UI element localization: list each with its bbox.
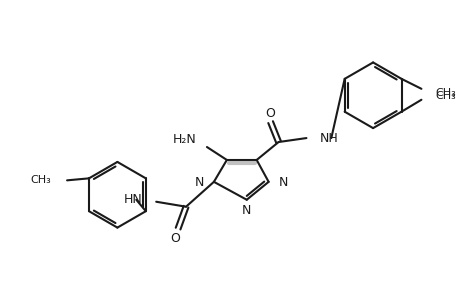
Text: H₂N: H₂N: [173, 133, 196, 146]
Text: HN: HN: [123, 193, 142, 206]
Text: O: O: [265, 107, 275, 120]
Text: O: O: [170, 232, 179, 245]
Text: NH: NH: [319, 132, 337, 145]
Text: CH₃: CH₃: [30, 175, 51, 185]
Text: N: N: [241, 204, 251, 217]
Text: N: N: [278, 176, 287, 189]
Text: CH₃: CH₃: [434, 88, 455, 98]
Text: CH₃: CH₃: [434, 91, 455, 101]
Text: N: N: [194, 176, 203, 189]
